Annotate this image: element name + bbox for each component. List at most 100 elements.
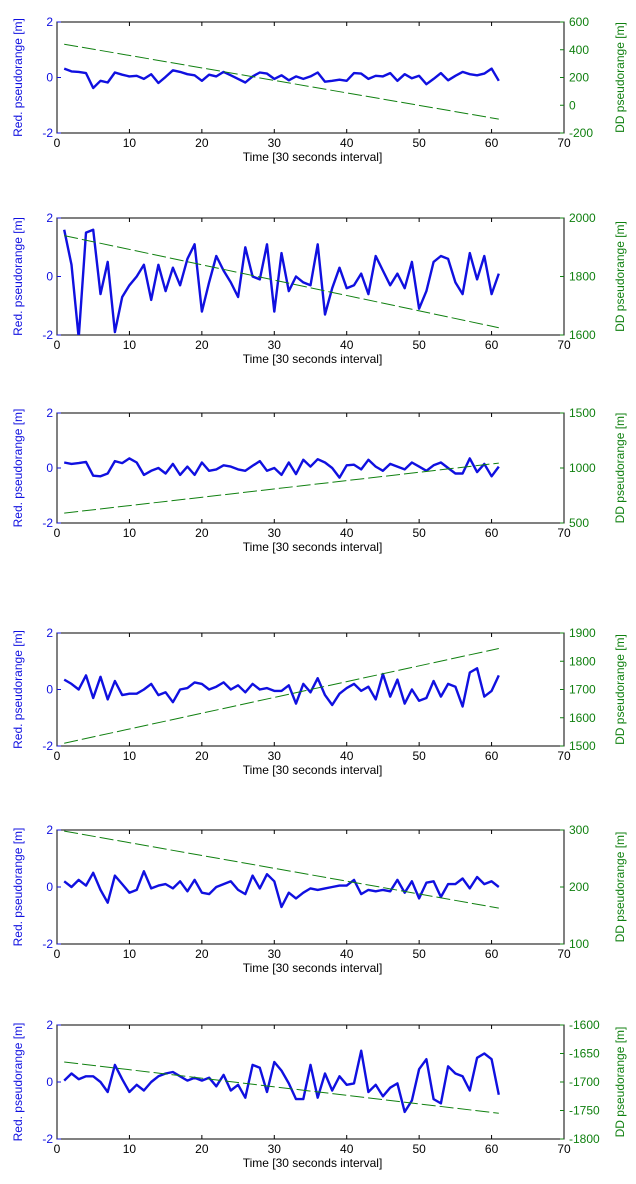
x-tick-label: 30 (268, 526, 282, 540)
red-pseudorange-line (63, 228, 500, 335)
y-right-tick-label: 0 (569, 98, 576, 112)
x-tick-label: 30 (268, 1142, 282, 1156)
x-tick-label: 20 (195, 526, 209, 540)
x-tick-label: 0 (54, 136, 61, 150)
x-tick-label: 50 (412, 526, 426, 540)
y-right-axis-title: DD pseudorange [m] (613, 832, 627, 943)
y-right-tick-label: 1600 (569, 328, 596, 342)
y-left-tick-label: 0 (46, 71, 53, 85)
plot-frame (56, 829, 565, 945)
x-tick-label: 60 (485, 526, 499, 540)
dd-pseudorange-line (64, 235, 499, 329)
y-right-tick-label: 300 (569, 823, 589, 837)
dd-pseudorange-line (64, 43, 499, 120)
red-pseudorange-line (63, 870, 500, 909)
y-left-tick-label: 2 (46, 823, 53, 837)
x-tick-label: 10 (123, 136, 137, 150)
y-left-tick-label: 2 (46, 406, 53, 420)
x-tick-label: 10 (123, 947, 137, 961)
x-tick-label: 10 (123, 526, 137, 540)
x-tick-label: 50 (412, 1142, 426, 1156)
x-tick-label: 50 (412, 338, 426, 352)
dd-pseudorange-line (64, 648, 499, 744)
x-tick-label: 40 (340, 749, 354, 763)
x-tick-label: 30 (268, 749, 282, 763)
x-axis-title: Time [30 seconds interval] (243, 1156, 383, 1170)
y-right-tick-label: 1600 (569, 711, 596, 725)
y-left-tick-label: 0 (46, 270, 53, 284)
x-tick-label: 60 (485, 136, 499, 150)
x-axis-title: Time [30 seconds interval] (243, 150, 383, 164)
y-right-axis-title: DD pseudorange [m] (613, 634, 627, 745)
y-left-tick-label: -2 (42, 739, 53, 753)
x-tick-label: 20 (195, 1142, 209, 1156)
x-tick-label: 50 (412, 947, 426, 961)
x-tick-label: 0 (54, 1142, 61, 1156)
x-tick-label: 60 (485, 749, 499, 763)
y-right-tick-label: 400 (569, 43, 589, 57)
x-tick-label: 30 (268, 136, 282, 150)
x-tick-label: 0 (54, 338, 61, 352)
y-right-tick-label: 600 (569, 15, 589, 29)
y-right-tick-label: -1600 (569, 1018, 600, 1032)
y-left-tick-label: -2 (42, 126, 53, 140)
x-tick-label: 10 (123, 1142, 137, 1156)
x-tick-label: 20 (195, 136, 209, 150)
y-left-axis-title: Red. pseudorange [m] (11, 1023, 25, 1142)
red-pseudorange-line (63, 667, 500, 708)
x-tick-label: 70 (557, 136, 571, 150)
y-left-tick-label: 0 (46, 880, 53, 894)
x-tick-label: 0 (54, 749, 61, 763)
plot-frame (56, 1024, 565, 1140)
y-right-tick-label: -200 (569, 126, 593, 140)
subplot-4: 0 10 20 30 40 50 60 70-20215001600170018001900T… (11, 626, 627, 777)
y-left-tick-label: 0 (46, 1075, 53, 1089)
x-tick-label: 40 (340, 136, 354, 150)
x-tick-label: 40 (340, 947, 354, 961)
dd-pseudorange-line (64, 462, 499, 514)
y-left-axis-title: Red. pseudorange [m] (11, 217, 25, 336)
x-tick-label: 70 (557, 947, 571, 961)
y-right-axis-title: DD pseudorange [m] (613, 1027, 627, 1138)
x-tick-label: 50 (412, 136, 426, 150)
x-tick-label: 70 (557, 1142, 571, 1156)
y-right-tick-label: 2000 (569, 211, 596, 225)
x-axis-title: Time [30 seconds interval] (243, 540, 383, 554)
x-tick-label: 20 (195, 947, 209, 961)
y-left-tick-label: 2 (46, 626, 53, 640)
x-axis-title: Time [30 seconds interval] (243, 763, 383, 777)
y-left-tick-label: -2 (42, 516, 53, 530)
y-left-tick-label: 0 (46, 683, 53, 697)
y-right-tick-label: 100 (569, 937, 589, 951)
red-pseudorange-line (63, 1049, 500, 1114)
x-tick-label: 70 (557, 338, 571, 352)
x-tick-label: 40 (340, 1142, 354, 1156)
y-right-tick-label: -1700 (569, 1075, 600, 1089)
y-right-tick-label: 1500 (569, 739, 596, 753)
x-tick-label: 30 (268, 338, 282, 352)
y-right-tick-label: 1000 (569, 461, 596, 475)
red-pseudorange-line (63, 67, 500, 90)
x-tick-label: 0 (54, 526, 61, 540)
x-tick-label: 70 (557, 526, 571, 540)
y-left-tick-label: 2 (46, 1018, 53, 1032)
y-right-tick-label: -1800 (569, 1132, 600, 1146)
y-right-tick-label: 1800 (569, 270, 596, 284)
subplot-6: 0 10 20 30 40 50 60 70-202-1800-1750-1700-1650-… (11, 1018, 627, 1170)
x-tick-label: 20 (195, 749, 209, 763)
x-tick-label: 70 (557, 749, 571, 763)
x-tick-label: 60 (485, 1142, 499, 1156)
y-left-tick-label: -2 (42, 937, 53, 951)
x-tick-label: 50 (412, 749, 426, 763)
x-tick-label: 60 (485, 947, 499, 961)
y-left-tick-label: -2 (42, 1132, 53, 1146)
y-right-tick-label: 1500 (569, 406, 596, 420)
y-right-tick-label: 1900 (569, 626, 596, 640)
y-right-tick-label: 200 (569, 880, 589, 894)
x-tick-label: 60 (485, 338, 499, 352)
